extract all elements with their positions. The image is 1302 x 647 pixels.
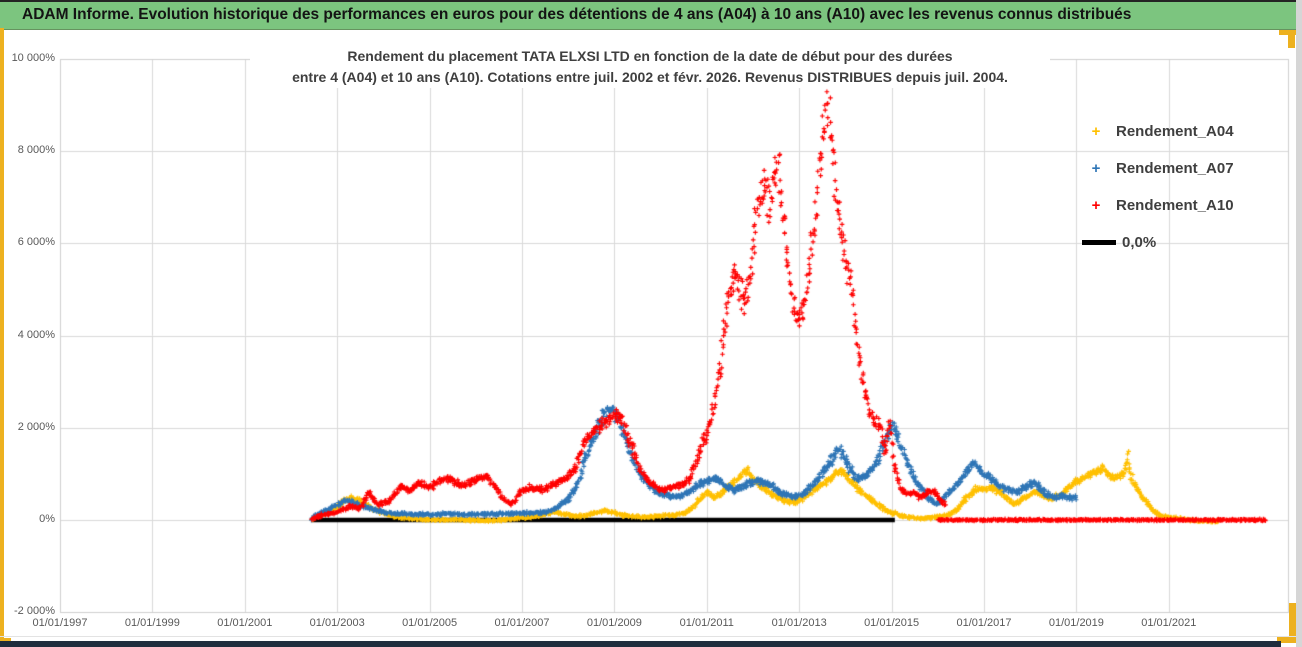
legend-label: 0,0% [1122, 234, 1157, 251]
x-tick-label: 01/01/2003 [309, 617, 365, 629]
legend-label: Rendement_A04 [1116, 123, 1234, 140]
x-tick-label: 01/01/2017 [956, 617, 1012, 629]
legend-label: Rendement_A07 [1116, 160, 1234, 177]
legend-plus-marker: + [1091, 197, 1101, 214]
bottom-divider [0, 636, 1296, 637]
legend-plus-marker: + [1091, 123, 1101, 140]
y-tick-label: -2 000% [14, 605, 55, 618]
legend-item-0-0-[interactable]: 0,0% [1082, 224, 1282, 261]
x-tick-label: 01/01/2011 [679, 617, 734, 629]
y-tick-label: 2 000% [17, 420, 55, 433]
header-bar: ADAM Informe. Evolution historique des p… [0, 0, 1296, 30]
x-tick-label: 01/01/2007 [494, 617, 550, 629]
sheet-border-top-right-v [1288, 30, 1295, 48]
y-tick-label: 0% [39, 513, 55, 525]
sheet-border-left [0, 28, 4, 643]
legend-plus-marker: + [1091, 160, 1101, 177]
legend-item-rendement-a07[interactable]: + Rendement_A07 [1082, 150, 1282, 187]
chart-title: Rendement du placement TATA ELXSI LTD en… [250, 46, 1050, 88]
sheet-border-top-right-h [1279, 30, 1296, 35]
chart-title-line2: entre 4 (A04) et 10 ans (A10). Cotations… [292, 69, 1008, 85]
x-tick-label: 01/01/2001 [217, 617, 273, 629]
x-tick-label: 01/01/2009 [586, 617, 642, 629]
x-tick-label: 01/01/1999 [124, 617, 180, 629]
sheet-border-bottom-right-h [1277, 637, 1297, 643]
legend-item-rendement-a10[interactable]: + Rendement_A10 [1082, 187, 1282, 224]
header-title: ADAM Informe. Evolution historique des p… [22, 6, 1132, 23]
x-tick-label: 01/01/2013 [771, 617, 827, 629]
chart-title-line1: Rendement du placement TATA ELXSI LTD en… [347, 48, 953, 64]
chart-legend: + Rendement_A04 + Rendement_A07 + Rendement_A… [1082, 113, 1282, 261]
bottom-bar [0, 641, 1281, 647]
x-tick-label: 01/01/1997 [32, 617, 88, 629]
x-tick-label: 01/01/2019 [1048, 617, 1104, 629]
legend-line-swatch [1082, 240, 1116, 245]
x-tick-label: 01/01/2021 [1141, 617, 1197, 629]
y-tick-label: 10 000% [11, 52, 55, 64]
x-tick-label: 01/01/2015 [864, 617, 920, 629]
y-tick-label: 6 000% [17, 236, 55, 249]
window-edge [1296, 0, 1302, 647]
sheet-border-bottom-right-v [1289, 603, 1297, 643]
legend-label: Rendement_A10 [1116, 197, 1234, 214]
y-tick-label: 8 000% [17, 144, 55, 157]
x-tick-label: 01/01/2005 [402, 617, 458, 629]
legend-item-rendement-a04[interactable]: + Rendement_A04 [1082, 113, 1282, 150]
y-tick-label: 4 000% [17, 328, 55, 341]
